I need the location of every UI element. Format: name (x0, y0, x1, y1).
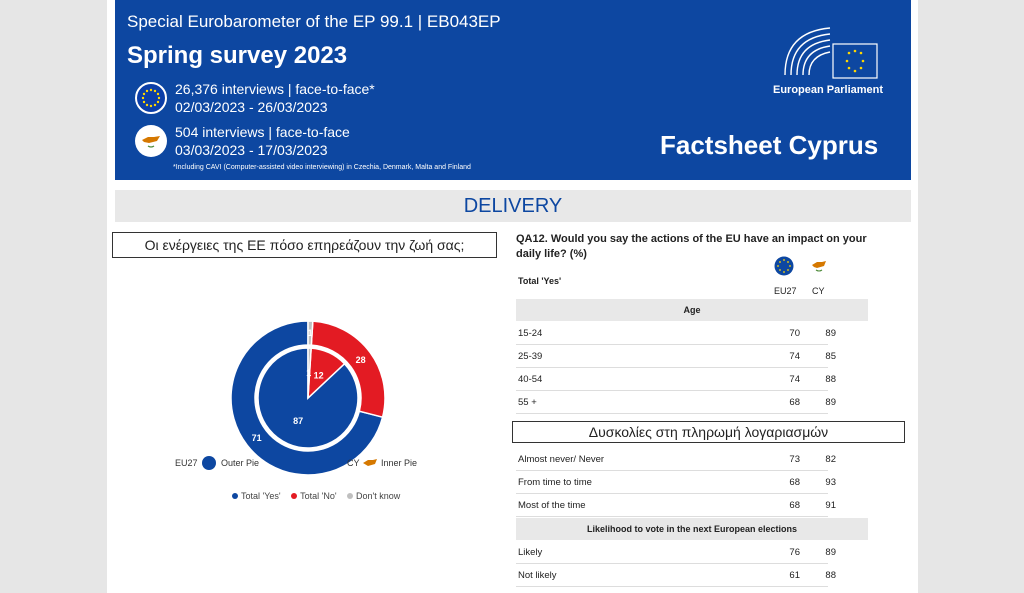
inner-label-2: 1 (306, 368, 311, 378)
row-label: 15-24 (518, 328, 543, 339)
survey-subtitle: Special Eurobarometer of the EP 99.1 | E… (127, 12, 501, 31)
total-yes-label: Total 'Yes' (518, 276, 562, 286)
cy-value: 88 (825, 374, 836, 385)
outer-pie-caption: Outer Pie (221, 458, 259, 468)
factsheet-title: Factsheet Cyprus (660, 130, 879, 160)
vote-row: Likely 76 89 (516, 541, 836, 564)
eu27-value: 68 (789, 397, 800, 408)
legend-no-swatch (291, 493, 298, 499)
eu-flag-icon (135, 82, 167, 114)
age-row: 25-39 74 85 (516, 345, 836, 368)
eu27-value: 70 (789, 328, 800, 339)
outer-label-0: 71 (252, 433, 262, 443)
age-row: 15-24 70 89 (516, 322, 836, 345)
cy-dates: 03/03/2023 - 17/03/2023 (175, 142, 328, 158)
cy-value: 91 (825, 500, 836, 511)
cy-value: 85 (825, 351, 836, 362)
eu-flag-small-icon (202, 456, 216, 470)
vote-row: Not likely 61 88 (516, 564, 836, 587)
cy-value: 93 (825, 477, 836, 488)
section-heading: DELIVERY (115, 190, 911, 222)
outer-label-1: 28 (356, 355, 366, 365)
eu27-value: 73 (789, 454, 800, 465)
eu27-value: 74 (789, 351, 800, 362)
greek-annotation-question: Οι ενέργειες της ΕΕ πόσο επηρεάζουν την … (112, 232, 497, 258)
eu27-caption: EU27 (175, 458, 198, 468)
eu-survey-info: 26,376 interviews | face-to-face* 02/03/… (135, 80, 375, 116)
row-label: 25-39 (518, 351, 543, 362)
cy-value: 89 (825, 397, 836, 408)
bills-row: From time to time 68 93 (516, 471, 836, 494)
row-label: Likely (518, 547, 543, 558)
european-parliament-logo (784, 27, 878, 79)
age-row: 55 + 68 89 (516, 391, 836, 414)
legend-dont-know-swatch (347, 493, 353, 499)
legend-yes-swatch (232, 493, 238, 499)
chart-legend: Total 'Yes' Total 'No' Don't know (232, 486, 406, 504)
inner-slice-1 (307, 347, 346, 400)
row-label: Almost never/ Never (518, 454, 605, 465)
cy-caption: CY (347, 458, 360, 468)
age-header: Age (516, 299, 868, 321)
inner-pie-caption: Inner Pie (381, 458, 417, 468)
cy-value: 89 (825, 328, 836, 339)
row-label: From time to time (518, 477, 592, 488)
cy-flag-small-icon (363, 459, 377, 466)
cy-value: 89 (825, 547, 836, 558)
legend-yes: Total 'Yes' (232, 491, 281, 501)
row-label: Not likely (518, 570, 557, 581)
eu-col-flag-icon (774, 256, 794, 281)
header-banner: Special Eurobarometer of the EP 99.1 | E… (115, 0, 911, 180)
row-label: 40-54 (518, 374, 543, 385)
outer-slice-2 (307, 320, 314, 346)
outer-slice-0 (230, 320, 384, 476)
factsheet-page: Special Eurobarometer of the EP 99.1 | E… (107, 0, 918, 593)
row-label: 55 + (518, 397, 537, 408)
col-cy: CY (812, 286, 825, 296)
bills-row: Most of the time 68 91 (516, 494, 836, 517)
inner-label-1: 12 (314, 370, 324, 380)
inner-label-0: 87 (293, 416, 303, 426)
eu27-value: 74 (789, 374, 800, 385)
cyprus-flag-icon (135, 125, 167, 157)
outer-slice-1 (310, 320, 386, 419)
cy-value: 82 (825, 454, 836, 465)
cy-interviews: 504 interviews | face-to-face (175, 124, 350, 140)
row-label: Most of the time (518, 500, 586, 511)
cy-col-flag-icon (809, 256, 829, 281)
footnote: *Including CAVI (Computer-assisted video… (173, 164, 471, 171)
outer-label-2: 1 (308, 328, 313, 338)
eu27-value: 61 (789, 570, 800, 581)
col-eu27: EU27 (774, 286, 797, 296)
eu27-value: 68 (789, 477, 800, 488)
cy-value: 88 (825, 570, 836, 581)
greek-annotation-bills: Δυσκολίες στη πληρωμή λογαριασμών (512, 421, 905, 443)
legend-no: Total 'No' (291, 491, 337, 501)
legend-dont-know: Don't know (347, 491, 400, 501)
vote-header: Likelihood to vote in the next European … (516, 518, 868, 540)
bills-row: Almost never/ Never 73 82 (516, 448, 836, 471)
cy-survey-info: 504 interviews | face-to-face 03/03/2023… (135, 123, 350, 159)
eu-interviews: 26,376 interviews | face-to-face* (175, 81, 375, 97)
eu27-value: 68 (789, 500, 800, 511)
age-row: 40-54 74 88 (516, 368, 836, 391)
eu-dates: 02/03/2023 - 26/03/2023 (175, 99, 328, 115)
question-text: QA12. Would you say the actions of the E… (516, 233, 867, 260)
survey-title: Spring survey 2023 (127, 42, 348, 69)
ep-label: European Parliament (773, 84, 884, 96)
inner-slice-2 (307, 347, 312, 399)
eu27-value: 76 (789, 547, 800, 558)
